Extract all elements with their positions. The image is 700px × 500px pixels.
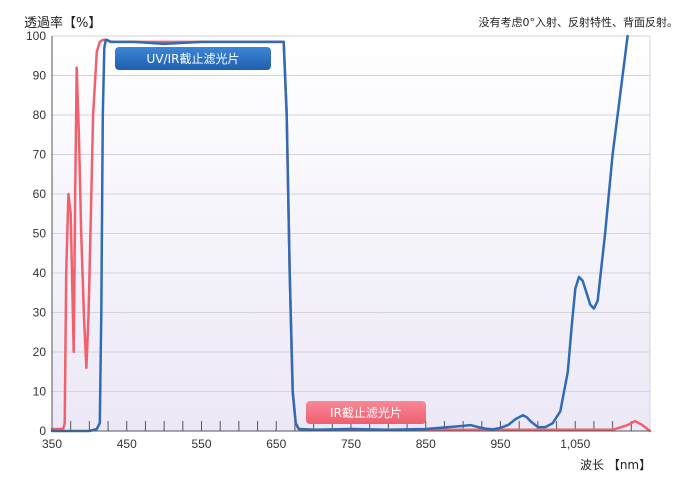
y-tick-label-90: 90 — [33, 69, 47, 83]
y-tick-label-50: 50 — [33, 227, 47, 241]
y-tick-labels: 0 10 20 30 40 50 60 70 80 90 100 — [26, 29, 46, 438]
x-tick-label-350: 350 — [42, 437, 62, 451]
x-axis-title: 波长 【nm】 — [580, 456, 651, 473]
x-tick-label-850: 850 — [416, 437, 436, 451]
x-tick-label-450: 450 — [117, 437, 137, 451]
ir-label-text: IR截止滤光片 — [330, 406, 402, 420]
x-tick-label-950: 950 — [490, 437, 510, 451]
y-tick-label-70: 70 — [33, 148, 47, 162]
uvir-label-text: UV/IR截止滤光片 — [147, 52, 240, 66]
y-tick-label-100: 100 — [26, 29, 46, 43]
y-tick-label-60: 60 — [33, 187, 47, 201]
y-axis-title: 透過率【%】 — [24, 12, 101, 31]
y-tick-label-40: 40 — [33, 266, 47, 280]
uvir-series-label: UV/IR截止滤光片 — [115, 47, 271, 70]
y-tick-label-10: 10 — [33, 385, 47, 399]
y-tick-label-20: 20 — [33, 345, 47, 359]
x-tick-label-650: 650 — [266, 437, 286, 451]
x-tick-label-1050: 1,050 — [560, 437, 590, 451]
x-tick-labels: 350 450 550 650 750 850 950 1,050 — [42, 437, 591, 451]
ir-series-label: IR截止滤光片 — [306, 401, 426, 424]
x-tick-label-750: 750 — [341, 437, 361, 451]
y-tick-label-30: 30 — [33, 306, 47, 320]
chart-note: 没有考虑0°入射、反射特性、背面反射。 — [479, 14, 679, 30]
x-tick-label-550: 550 — [191, 437, 211, 451]
y-tick-label-0: 0 — [39, 424, 46, 438]
y-tick-label-80: 80 — [33, 108, 47, 122]
